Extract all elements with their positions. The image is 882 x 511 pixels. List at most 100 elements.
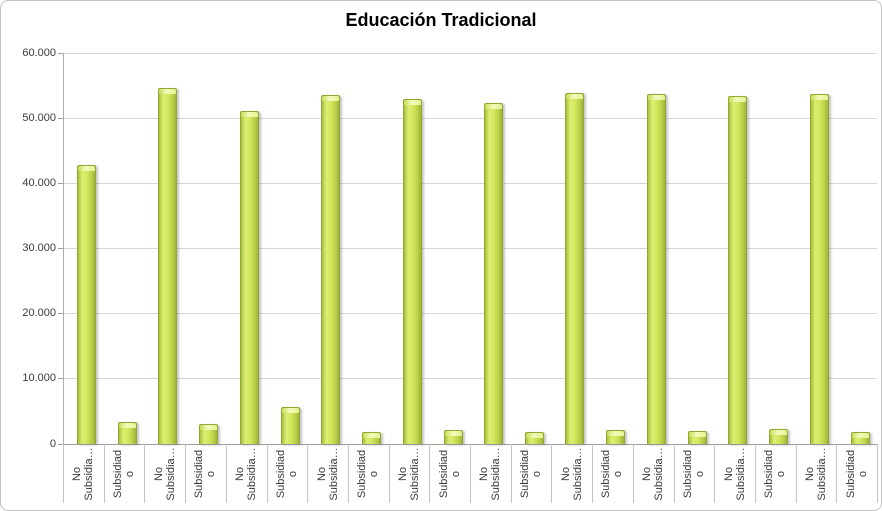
x-tick-label: Subsidiad o [356, 449, 381, 498]
gridline [63, 248, 877, 249]
y-axis-tick [58, 52, 63, 54]
x-category-separator [714, 444, 716, 503]
x-tick-cell: Subsidiad o [104, 444, 145, 503]
x-tick-label: Subsidiad o [681, 449, 706, 498]
y-axis-tick [58, 182, 63, 184]
x-tick-label: Subsidiad o [112, 449, 137, 498]
chart-title: Educación Tradicional [345, 10, 537, 30]
y-axis-tick [58, 443, 63, 445]
bar-no-subsidiado [728, 96, 748, 444]
x-category-separator [795, 444, 797, 503]
y-axis-tick [58, 378, 63, 380]
y-axis-line [63, 53, 64, 444]
x-tick-cell: No Subsidia… [714, 444, 755, 503]
bar-no-subsidiado [239, 110, 259, 444]
bar-subsidiado [606, 430, 626, 444]
bar-no-subsidiado [809, 94, 829, 444]
x-tick-label: No Subsidia… [234, 446, 259, 501]
bar-no-subsidiado [484, 103, 503, 444]
x-tick-cell: Subsidiad o [267, 444, 308, 503]
x-category-separator [592, 444, 594, 503]
x-tick-label: Subsidiad o [274, 449, 299, 498]
x-tick-cell: No Subsidia… [796, 444, 837, 503]
x-tick-label: No Subsidia… [478, 446, 503, 501]
x-tick-cell: No Subsidia… [470, 444, 511, 503]
y-tick-label: 30.000 [22, 242, 56, 254]
x-tick-label: No Subsidia… [722, 446, 747, 501]
bar-no-subsidiado [565, 93, 585, 444]
x-category-separator [266, 444, 268, 503]
x-tick-cell: No Subsidia… [551, 444, 592, 503]
bar-no-subsidiado [646, 94, 666, 444]
y-axis-tick [58, 248, 63, 249]
x-tick-label: Subsidiad o [844, 449, 869, 498]
x-category-separator [551, 444, 553, 503]
x-category-separator [470, 444, 471, 503]
x-tick-cell: Subsidiad o [348, 444, 389, 503]
x-tick-cell: No Subsidia… [307, 444, 348, 503]
x-tick-label: Subsidiad o [600, 449, 625, 498]
x-tick-label: Subsidiad o [437, 449, 462, 498]
x-category-separator [103, 444, 105, 503]
x-tick-cell: Subsidiad o [755, 444, 796, 503]
x-category-separator [225, 444, 227, 503]
x-category-separator [754, 444, 756, 503]
y-tick-label: 10.000 [22, 372, 56, 385]
y-tick-label: 0 [49, 437, 56, 450]
x-category-separator [632, 444, 634, 503]
x-tick-label: Subsidiad o [519, 449, 544, 498]
x-tick-cell: No Subsidia… [389, 444, 430, 503]
gridline [63, 52, 877, 54]
gridline [63, 313, 877, 315]
x-tick-cell: Subsidiad o [836, 444, 877, 503]
x-category-separator [63, 444, 64, 503]
bar-subsidiado [525, 431, 544, 444]
x-category-separator [836, 444, 838, 503]
y-axis-tick [58, 313, 63, 315]
y-tick-label: 20.000 [22, 307, 56, 320]
y-axis-tick [58, 117, 63, 119]
y-tick-label: 60.000 [22, 46, 56, 59]
bar-no-subsidiado [321, 94, 341, 444]
x-category-separator [388, 444, 390, 503]
y-tick-label: 50.000 [22, 111, 56, 124]
x-category-separator [144, 444, 146, 503]
x-tick-cell: Subsidiad o [511, 444, 552, 503]
x-category-separator [347, 444, 349, 503]
x-tick-cell: Subsidiad o [185, 444, 226, 503]
x-category-separator [185, 444, 187, 503]
x-tick-label: Subsidiad o [763, 449, 788, 498]
x-tick-label: No Subsidia… [641, 446, 666, 501]
x-tick-label: No Subsidia… [559, 446, 584, 501]
x-tick-label: No Subsidia… [803, 446, 828, 501]
x-category-separator [307, 444, 309, 503]
x-tick-cell: No Subsidia… [144, 444, 185, 503]
x-tick-label: No Subsidia… [315, 446, 340, 501]
x-tick-label: No Subsidia… [152, 446, 177, 501]
x-tick-cell: No Subsidia… [226, 444, 267, 503]
bar-subsidiado [443, 429, 463, 444]
x-tick-label: No Subsidia… [71, 446, 96, 501]
x-tick-cell: No Subsidia… [63, 444, 104, 503]
x-tick-cell: Subsidiad o [592, 444, 633, 503]
x-tick-label: Subsidiad o [193, 449, 218, 498]
x-tick-label: No Subsidia… [396, 446, 421, 501]
y-tick-label: 40.000 [22, 176, 56, 189]
bar-no-subsidiado [158, 88, 178, 444]
bar-subsidiado [769, 429, 789, 444]
gridline [63, 378, 877, 380]
x-category-separator [510, 444, 512, 503]
bar-no-subsidiado [77, 165, 96, 444]
x-tick-cell: Subsidiad o [429, 444, 470, 503]
gridline [63, 117, 877, 119]
bar-subsidiado [850, 431, 870, 444]
x-category-separator [429, 444, 431, 503]
gridline [63, 182, 877, 184]
x-category-separator [673, 444, 675, 503]
x-category-separator [877, 444, 878, 503]
bar-subsidiado [687, 430, 707, 444]
bar-subsidiado [280, 406, 300, 444]
x-tick-cell: Subsidiad o [674, 444, 715, 503]
x-tick-cell: No Subsidia… [633, 444, 674, 503]
